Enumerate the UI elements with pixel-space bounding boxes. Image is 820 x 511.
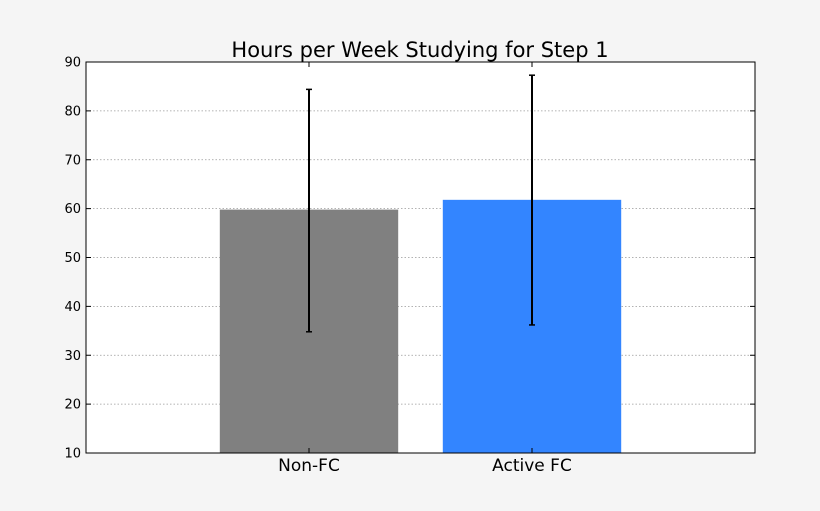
x-tick-label: Non-FC <box>278 456 340 476</box>
y-tick-label: 30 <box>64 349 81 364</box>
chart-title: Hours per Week Studying for Step 1 <box>231 38 608 62</box>
x-axis: Non-FC Active FC <box>278 62 572 476</box>
plot-background <box>86 62 755 453</box>
gridlines <box>86 110 755 405</box>
error-bars <box>306 74 535 333</box>
y-tick-label: 40 <box>64 300 81 315</box>
y-tick-label: 20 <box>64 398 81 413</box>
y-tick-label: 70 <box>64 153 81 168</box>
y-tick-label: 80 <box>64 104 81 119</box>
y-tick-label: 90 <box>64 56 81 71</box>
y-tick-label: 50 <box>64 251 81 266</box>
y-tick-label: 60 <box>64 202 81 217</box>
y-axis: 10 20 30 40 50 60 70 80 90 <box>64 56 755 462</box>
x-tick-label: Active FC <box>492 456 572 476</box>
y-tick-label: 10 <box>64 447 81 462</box>
